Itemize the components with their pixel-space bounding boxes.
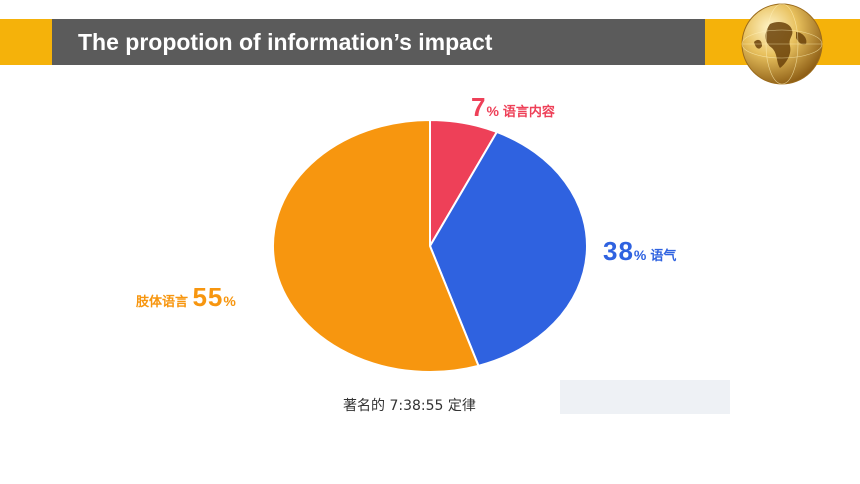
- label-language-content-unit: %: [486, 103, 499, 119]
- title-bar: The propotion of information’s impact: [52, 19, 705, 65]
- label-body-language-value: 55: [192, 282, 224, 312]
- label-language-content-value: 7: [471, 92, 487, 122]
- pie-slice-tone: [428, 130, 588, 368]
- background-haze: [560, 380, 730, 414]
- label-body-language-unit: %: [223, 293, 236, 309]
- chart-caption: 著名的 7:38:55 定律: [343, 398, 476, 414]
- pie-slice-body-language: [272, 118, 480, 373]
- label-body-language-name: 肢体语言: [136, 295, 189, 310]
- label-tone-name: 语气: [650, 249, 677, 264]
- label-language-content: 7% 语言内容: [471, 92, 555, 123]
- page-title: The propotion of information’s impact: [78, 29, 493, 55]
- label-body-language: 肢体语言 55%: [136, 282, 236, 313]
- label-tone-value: 38: [603, 236, 634, 266]
- label-language-content-name: 语言内容: [502, 105, 555, 120]
- label-tone-unit: %: [633, 247, 647, 263]
- label-tone: 38% 语气: [603, 236, 676, 267]
- header-accent-left: [0, 19, 52, 65]
- golden-globe-icon: [741, 3, 823, 85]
